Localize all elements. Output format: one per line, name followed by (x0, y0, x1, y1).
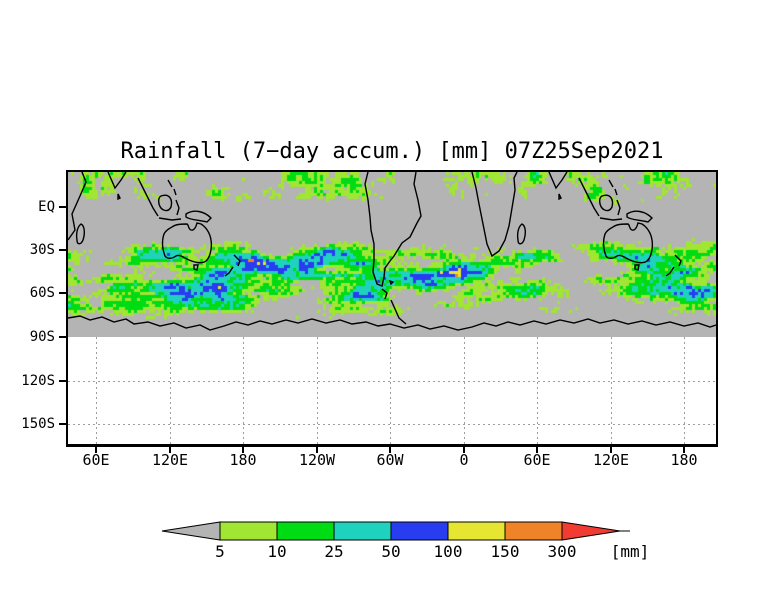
colorbar-value-label: 25 (324, 542, 344, 561)
colorbar-value-label: 300 (547, 542, 577, 561)
x-axis-tick (316, 447, 318, 453)
map-frame (66, 170, 718, 447)
x-axis-label: 120E (592, 451, 630, 469)
coastline (175, 199, 180, 216)
coastline (578, 177, 600, 217)
coastline (137, 177, 159, 217)
gridline-horizontal (68, 381, 716, 382)
colorbar-segment (447, 521, 506, 541)
x-axis-label: 180 (229, 451, 257, 469)
x-axis-label: 60E (82, 451, 110, 469)
coastline (381, 288, 407, 325)
x-axis-tick (683, 447, 685, 453)
coastline (665, 254, 682, 277)
colorbar-arrow-above (561, 521, 621, 541)
x-axis-tick (463, 447, 465, 453)
x-axis-label: 120W (298, 451, 336, 469)
gridline-vertical (611, 337, 612, 444)
coastline (558, 193, 562, 201)
colorbar-segment (504, 521, 563, 541)
x-axis-label: 0 (459, 451, 469, 469)
x-axis-tick (95, 447, 97, 453)
x-axis-tick (242, 447, 244, 453)
coastline (634, 264, 640, 271)
coastline (68, 315, 716, 331)
gridline-vertical (390, 337, 391, 444)
y-axis-tick (59, 249, 66, 251)
x-axis-tick (389, 447, 391, 453)
coastline (471, 172, 518, 258)
coastline (107, 172, 127, 190)
colorbar-value-label: 10 (267, 542, 287, 561)
gridline-vertical (170, 337, 171, 444)
coastline (68, 172, 87, 241)
gridline-vertical (684, 337, 685, 444)
x-axis-label: 180 (670, 451, 698, 469)
y-axis-label: 90S (29, 329, 55, 345)
gridline-vertical (464, 337, 465, 444)
y-axis-tick (59, 423, 66, 425)
x-axis-tick (536, 447, 538, 453)
coastline (158, 217, 182, 221)
y-axis-label: EQ (38, 199, 55, 215)
gridline-vertical (243, 337, 244, 444)
colorbar-arrow-below (161, 521, 221, 541)
colorbar-unit: [mm] (610, 542, 650, 561)
coastline (157, 194, 173, 212)
coastline (626, 210, 653, 223)
y-axis-label: 150S (21, 416, 55, 432)
colorbar-scale (161, 521, 630, 541)
colorbar-segment (276, 521, 335, 541)
y-axis-label: 30S (29, 242, 55, 258)
y-axis-tick (59, 380, 66, 382)
coastline (75, 223, 86, 245)
coastline (608, 179, 618, 196)
colorbar-value-label: 50 (381, 542, 401, 561)
colorbar-segment (219, 521, 278, 541)
colorbar-value-label: 150 (490, 542, 520, 561)
y-axis-tick (59, 292, 66, 294)
gridline-vertical (317, 337, 318, 444)
colorbar: 5 10 25 50 100 150 300 [mm] (160, 520, 649, 565)
coastline (161, 222, 213, 264)
y-axis-label: 120S (21, 373, 55, 389)
coastline (599, 217, 623, 221)
x-axis-label: 120E (151, 451, 189, 469)
x-axis-label: 60E (523, 451, 551, 469)
coastline (224, 254, 241, 277)
y-axis-tick (59, 336, 66, 338)
coastline (364, 172, 422, 287)
coastlines-overlay (68, 172, 716, 331)
chart-title: Rainfall (7−day accum.) [mm] 07Z25Sep202… (120, 139, 664, 164)
y-axis-label: 60S (29, 285, 55, 301)
x-axis-tick (169, 447, 171, 453)
coastline (167, 179, 177, 196)
coastline (185, 210, 212, 223)
coastline (516, 223, 527, 245)
colorbar-value-label: 100 (433, 542, 463, 561)
gridline-vertical (537, 337, 538, 444)
coastline (598, 194, 614, 212)
gridline-horizontal (68, 424, 716, 425)
coastline (117, 193, 121, 201)
coastline (548, 172, 568, 190)
colorbar-segment (390, 521, 449, 541)
colorbar-value-label: 5 (215, 542, 225, 561)
coastline (616, 199, 621, 216)
coastline (602, 222, 654, 264)
x-axis-label: 60W (376, 451, 404, 469)
coastline (193, 264, 199, 271)
colorbar-segment (333, 521, 392, 541)
y-axis-tick (59, 206, 66, 208)
gridline-vertical (96, 337, 97, 444)
coastline (388, 279, 395, 286)
x-axis-tick (610, 447, 612, 453)
rainfall-raster (68, 172, 716, 337)
